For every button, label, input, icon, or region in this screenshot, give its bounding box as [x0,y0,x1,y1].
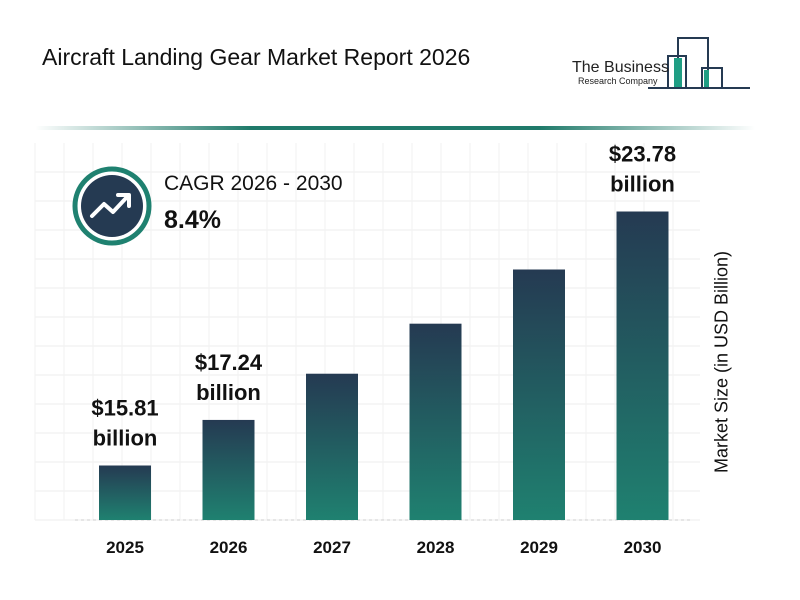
bar-2027 [306,373,358,520]
data-label-unit: billion [196,380,261,405]
x-tick-label: 2029 [520,538,558,557]
cagr-label: CAGR 2026 - 2030 [164,172,343,195]
logo-line2: Research Company [578,76,658,86]
cagr-value: 8.4% [164,206,221,234]
bar-2026 [202,419,255,520]
data-label-value: $15.81 [91,396,158,421]
divider [35,126,755,130]
data-label-value: $23.78 [609,141,676,166]
x-tick-label: 2025 [106,538,144,557]
x-tick-label: 2027 [313,538,351,557]
trending-up-icon [72,166,152,246]
x-tick-label: 2030 [624,538,662,557]
data-label-unit: billion [610,171,675,196]
logo-line1: The Business [572,59,669,76]
data-label-unit: billion [93,426,158,451]
company-logo: The Business Research Company [572,37,750,89]
bar-2030 [616,211,669,520]
bar-2028 [409,323,462,520]
chart-title: Aircraft Landing Gear Market Report 2026 [42,44,471,70]
x-tick-label: 2028 [417,538,455,557]
bar-2029 [513,269,565,520]
bar-2025 [99,465,151,520]
y-axis-label: Market Size (in USD Billion) [711,250,732,474]
data-label-value: $17.24 [195,350,263,375]
x-tick-label: 2026 [210,538,248,557]
